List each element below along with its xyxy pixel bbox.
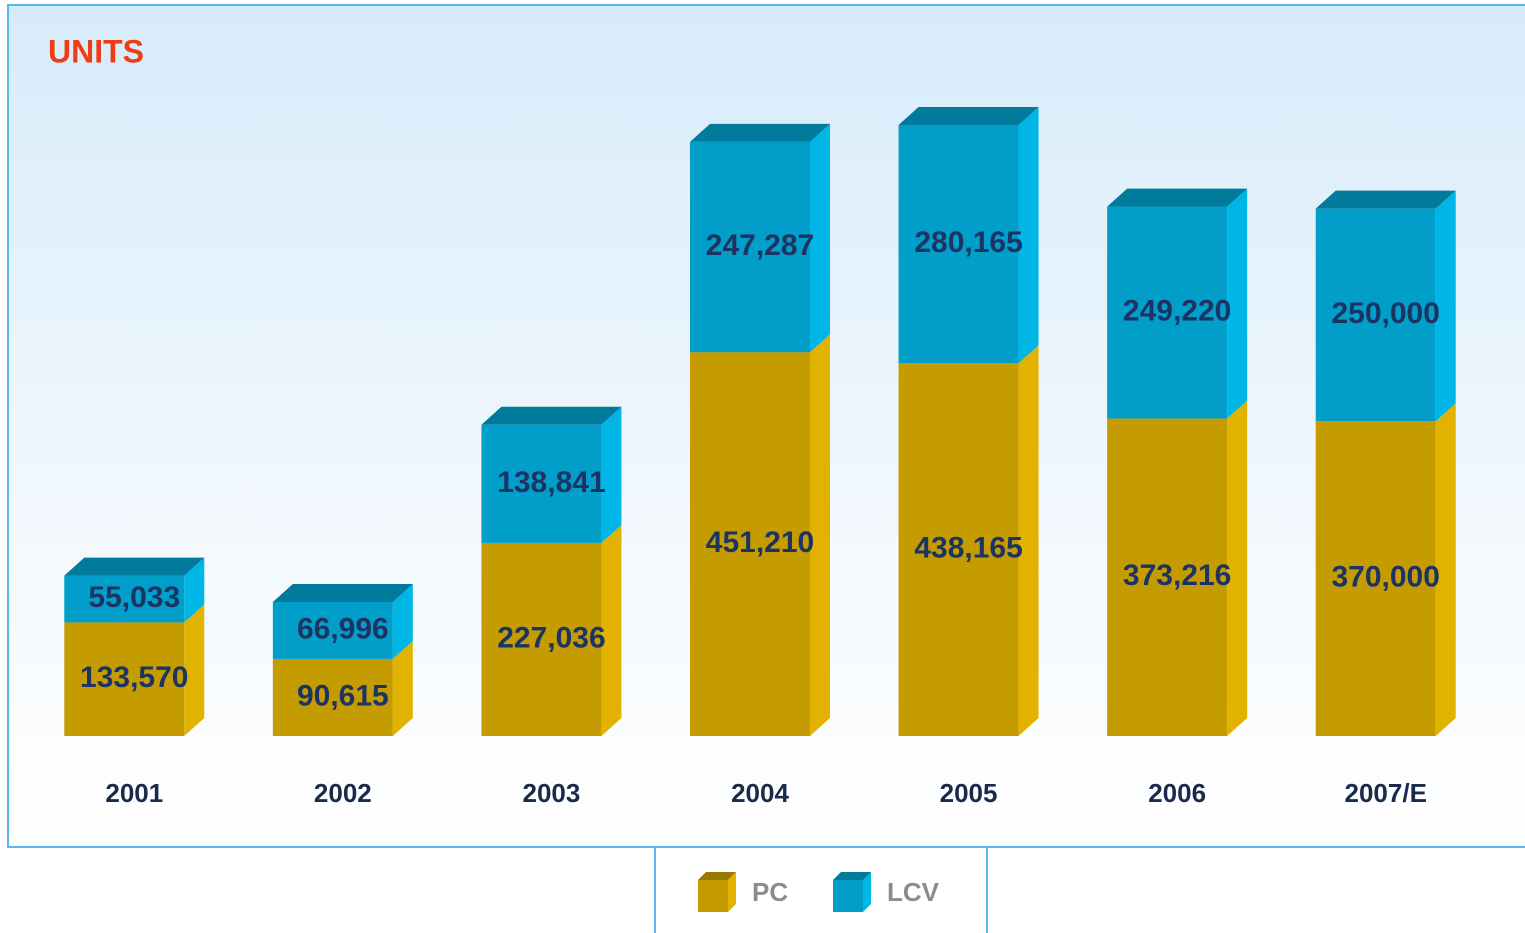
bar-segment bbox=[64, 575, 185, 623]
bar-top bbox=[481, 406, 622, 425]
value-label: 370,000 bbox=[1331, 561, 1439, 594]
bar-side bbox=[810, 334, 830, 736]
bar-segment bbox=[481, 424, 602, 543]
value-label: 247,287 bbox=[706, 229, 814, 262]
bar-segment bbox=[272, 658, 393, 736]
chart-title: UNITS bbox=[48, 33, 144, 69]
value-label: 133,570 bbox=[80, 661, 188, 694]
x-tick-label: 2004 bbox=[731, 778, 789, 808]
bar-side bbox=[1435, 403, 1456, 736]
bar-segment bbox=[272, 601, 393, 659]
bar-segment bbox=[481, 542, 602, 736]
bar-top bbox=[1315, 190, 1456, 209]
value-label: 66,996 bbox=[297, 612, 389, 645]
bar-segment bbox=[1107, 206, 1228, 419]
bar-segment bbox=[1315, 421, 1436, 736]
bar-segment bbox=[898, 125, 1019, 364]
bar-segment bbox=[1315, 208, 1436, 422]
legend-swatch-side bbox=[728, 872, 736, 912]
bar-top bbox=[690, 123, 830, 142]
bar-side bbox=[392, 583, 413, 659]
bar-segment bbox=[64, 622, 185, 736]
bar-side bbox=[1227, 188, 1248, 419]
x-tick-label: 2003 bbox=[523, 778, 581, 808]
bar-side bbox=[184, 557, 205, 623]
bar-side bbox=[1018, 107, 1039, 364]
bar-top bbox=[64, 557, 205, 576]
legend-label: LCV bbox=[887, 877, 940, 907]
legend-swatch-top bbox=[833, 872, 871, 880]
x-tick-label: 2005 bbox=[940, 778, 998, 808]
value-label: 227,036 bbox=[497, 621, 605, 654]
x-tick-label: 2002 bbox=[314, 778, 372, 808]
bar-top bbox=[272, 583, 413, 602]
bar-side bbox=[1435, 190, 1456, 422]
value-label: 451,210 bbox=[706, 526, 814, 559]
value-label: 55,033 bbox=[88, 581, 180, 614]
value-label: 438,165 bbox=[914, 532, 1022, 565]
bar-side bbox=[1018, 345, 1039, 736]
value-label: 138,841 bbox=[497, 466, 605, 499]
value-label: 373,216 bbox=[1123, 559, 1231, 592]
legend-swatch bbox=[833, 880, 863, 912]
bar-side bbox=[1227, 400, 1248, 736]
bar-segment bbox=[690, 352, 810, 736]
legend-swatch-top bbox=[698, 872, 736, 880]
bar-segment bbox=[690, 141, 810, 353]
x-tick-label: 2006 bbox=[1148, 778, 1206, 808]
legend-swatch-side bbox=[863, 872, 871, 912]
x-tick-label: 2007/E bbox=[1345, 778, 1427, 808]
value-label: 249,220 bbox=[1123, 294, 1231, 327]
value-label: 250,000 bbox=[1331, 297, 1439, 330]
bar-side bbox=[601, 406, 622, 543]
value-label: 90,615 bbox=[297, 679, 389, 712]
legend-label: PC bbox=[752, 877, 788, 907]
bar-side bbox=[601, 524, 622, 736]
bar-side bbox=[810, 123, 830, 353]
bar-segment bbox=[1107, 418, 1228, 736]
value-label: 280,165 bbox=[914, 226, 1022, 259]
bar-top bbox=[898, 107, 1039, 125]
bar-segment bbox=[898, 363, 1019, 736]
x-tick-label: 2001 bbox=[105, 778, 163, 808]
legend-swatch bbox=[698, 880, 728, 912]
bar-side bbox=[392, 640, 413, 736]
bar-side bbox=[184, 604, 205, 736]
bar-top bbox=[1107, 188, 1248, 207]
